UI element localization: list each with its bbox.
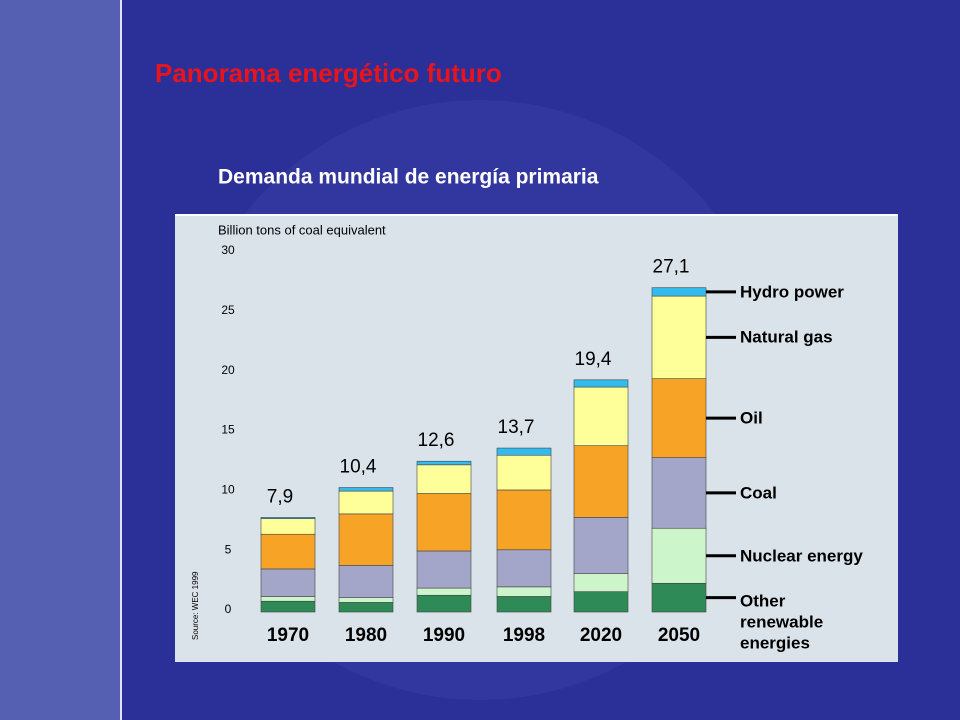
legend-label: Oil [740,408,763,428]
x-tick-label: 1990 [423,625,465,646]
y-tick-label: 10 [221,483,235,497]
total-label: 13,7 [498,417,535,438]
bar-segment [416,594,472,613]
bar-segment [573,591,629,613]
bar-segment [260,568,316,597]
bar-segment [651,527,707,584]
bar-segment [651,295,707,379]
bar-segment [651,378,707,458]
total-label: 7,9 [267,486,293,507]
y-tick-label: 0 [225,602,232,616]
bar-segment [573,379,629,388]
bar-segment [573,517,629,575]
x-tick-label: 2050 [658,625,700,646]
slide-title: Panorama energético futuro [155,58,502,88]
chart-title: Demanda mundial de energía primaria [218,166,599,189]
x-tick-label: 1980 [345,625,387,646]
bar-segment [338,487,394,492]
x-tick-label: 2020 [580,625,622,646]
y-tick-label: 5 [225,542,232,556]
bar-segment [260,517,316,519]
legend-label: Coal [740,483,777,503]
bar-segment [416,550,472,589]
bar-segment [496,447,552,456]
bar-segment [260,518,316,535]
bar-segment [573,386,629,446]
bar-segment [651,457,707,529]
bar-segment [260,600,316,613]
total-label: 19,4 [575,349,612,370]
bar-segment [338,602,394,613]
bar-segment [416,460,472,466]
bar-segment [573,573,629,592]
bar-segment [260,596,316,602]
bar-segment [416,464,472,494]
bar-segment [496,489,552,551]
y-tick-label: 15 [221,423,235,437]
bar-segment [573,445,629,518]
bar-segment [651,582,707,613]
left-strip [0,0,120,720]
bar-segment [496,596,552,613]
y-tick-label: 20 [221,363,235,377]
total-label: 27,1 [653,257,690,278]
bar-segment [338,565,394,598]
y-axis-label: Billion tons of coal equivalent [218,222,386,237]
y-tick-label: 30 [221,243,235,257]
legend-label: Hydro power [740,282,844,302]
source-note: Source: WEC 1999 [191,571,200,640]
legend-label: Other renewable energies [740,591,824,653]
x-tick-label: 1970 [267,625,309,646]
bar-segment [416,493,472,552]
bar-segment [338,597,394,603]
legend-label: Nuclear energy [740,546,863,566]
total-label: 12,6 [418,430,455,451]
total-label: 10,4 [340,457,377,478]
legend-label: Natural gas [740,327,833,347]
bar-segment [496,586,552,597]
bar-segment [338,513,394,566]
bar-segment [260,533,316,570]
bar-segment [338,490,394,515]
bar-segment [651,287,707,297]
x-tick-label: 1998 [503,625,545,646]
bar-segment [496,454,552,491]
bar-segment [416,587,472,596]
y-tick-label: 25 [221,303,235,317]
bar-segment [496,549,552,588]
